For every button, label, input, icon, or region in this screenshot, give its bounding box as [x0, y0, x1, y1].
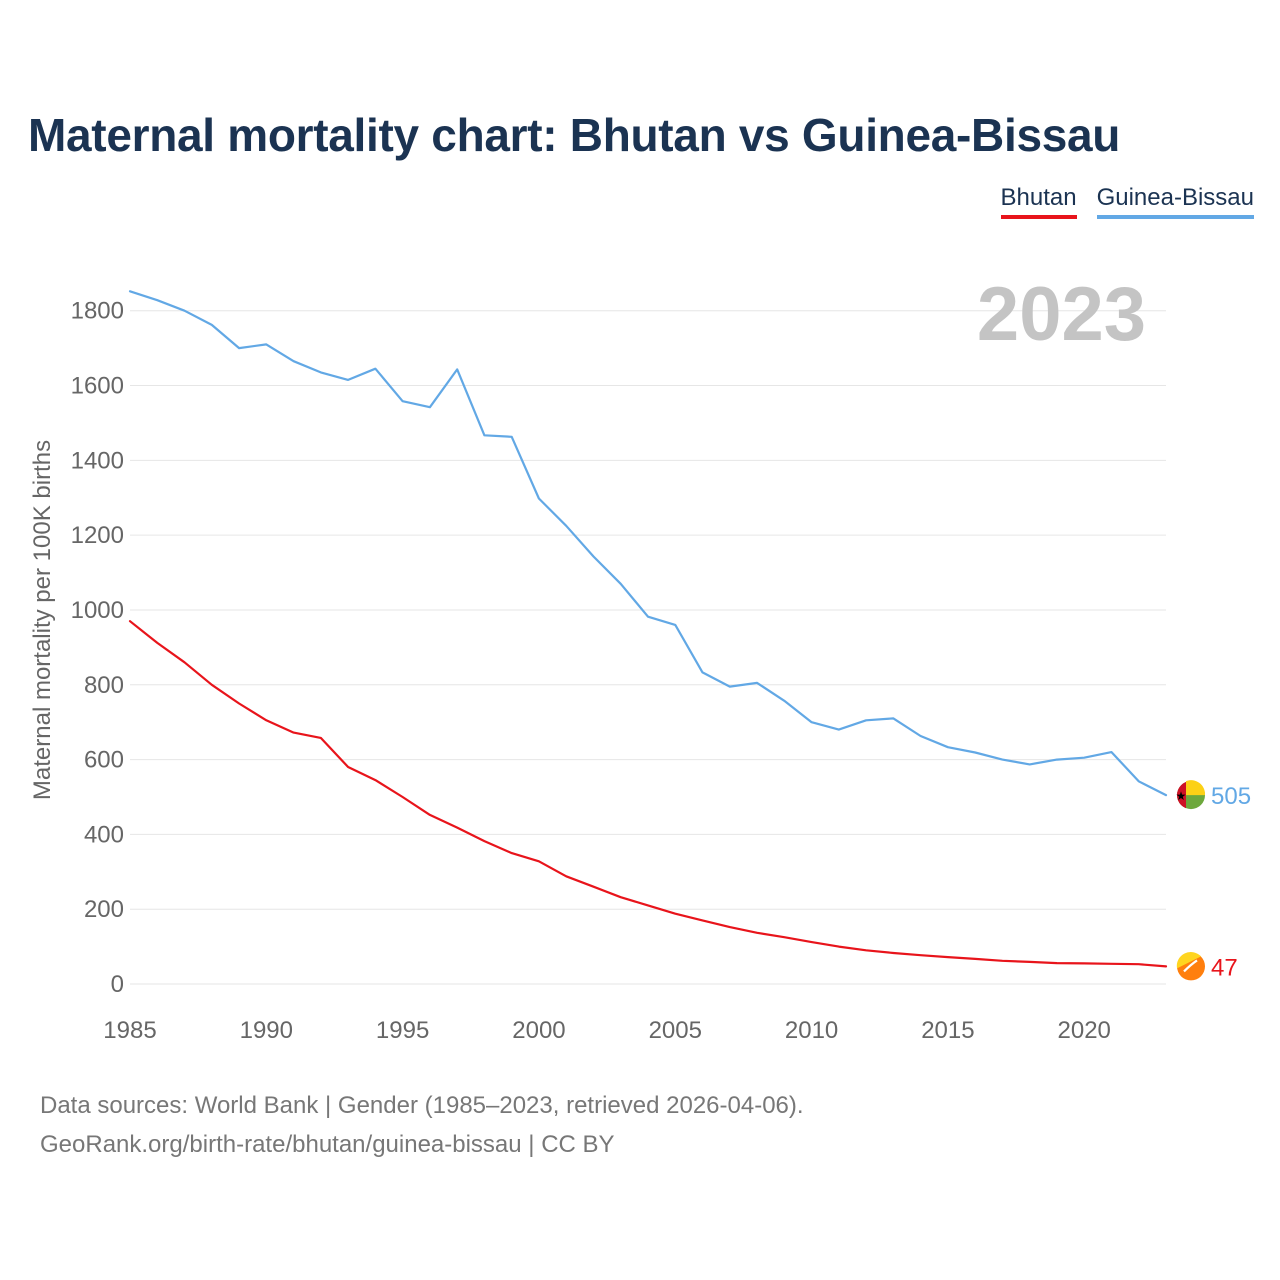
y-tick-label: 800 — [84, 672, 124, 699]
flag-half — [1176, 951, 1201, 969]
y-tick-label: 0 — [111, 971, 124, 998]
source-note: Data sources: World Bank | Gender (1985–… — [40, 1086, 804, 1164]
series-line-guinea-bissau[interactable] — [128, 290, 1168, 797]
end-markers: 47 ★ 505 — [1176, 780, 1251, 981]
y-tick-label: 400 — [84, 821, 124, 848]
x-tick-label: 2005 — [649, 1017, 702, 1044]
series-lines — [128, 290, 1168, 968]
gridlines — [130, 310, 1166, 985]
y-tick-label: 1600 — [71, 373, 124, 400]
flag-icon-bhutan — [1176, 951, 1205, 981]
y-tick-label: 1200 — [71, 522, 124, 549]
y-tick-label: 1400 — [71, 447, 124, 474]
series-line-bhutan[interactable] — [128, 620, 1168, 968]
y-tick-label: 1800 — [71, 298, 124, 325]
source-line-1: Data sources: World Bank | Gender (1985–… — [40, 1092, 804, 1119]
legend-item-bhutan[interactable]: Bhutan — [1000, 184, 1077, 219]
legend: Bhutan Guinea-Bissau — [1000, 184, 1254, 219]
flag-red-band — [1177, 781, 1186, 809]
x-tick-label: 2020 — [1058, 1017, 1111, 1044]
y-tick-label: 600 — [84, 747, 124, 774]
x-tick-label: 1995 — [376, 1017, 429, 1044]
y-tick-label: 200 — [84, 896, 124, 923]
flag-dragon — [1183, 959, 1198, 973]
flag-yellow — [1186, 780, 1206, 796]
end-value-label: 47 — [1211, 954, 1238, 981]
chart-title: Maternal mortality chart: Bhutan vs Guin… — [28, 109, 1121, 161]
x-tick-label: 2000 — [512, 1017, 565, 1044]
x-tick-label: 2010 — [785, 1017, 838, 1044]
x-axis-tick-labels: 1985 1990 1995 2000 2005 2010 2015 2020 — [103, 1017, 1111, 1044]
x-tick-label: 2015 — [921, 1017, 974, 1044]
end-value-label: 505 — [1211, 783, 1251, 810]
source-line-2[interactable]: GeoRank.org/birth-rate/bhutan/guinea-bis… — [40, 1131, 615, 1158]
y-axis-tick-labels: 0 200 400 600 800 1000 1200 1400 1600 1800 — [71, 298, 124, 998]
flag-star: ★ — [1176, 789, 1187, 803]
year-label: 2023 — [977, 272, 1146, 357]
y-tick-label: 1000 — [71, 597, 124, 624]
x-tick-label: 1985 — [103, 1017, 156, 1044]
flag-icon-guinea-bissau: ★ — [1176, 780, 1206, 810]
legend-item-guinea-bissau[interactable]: Guinea-Bissau — [1096, 184, 1254, 219]
x-tick-label: 1990 — [240, 1017, 293, 1044]
y-axis-label: Maternal mortality per 100K births — [29, 440, 56, 800]
